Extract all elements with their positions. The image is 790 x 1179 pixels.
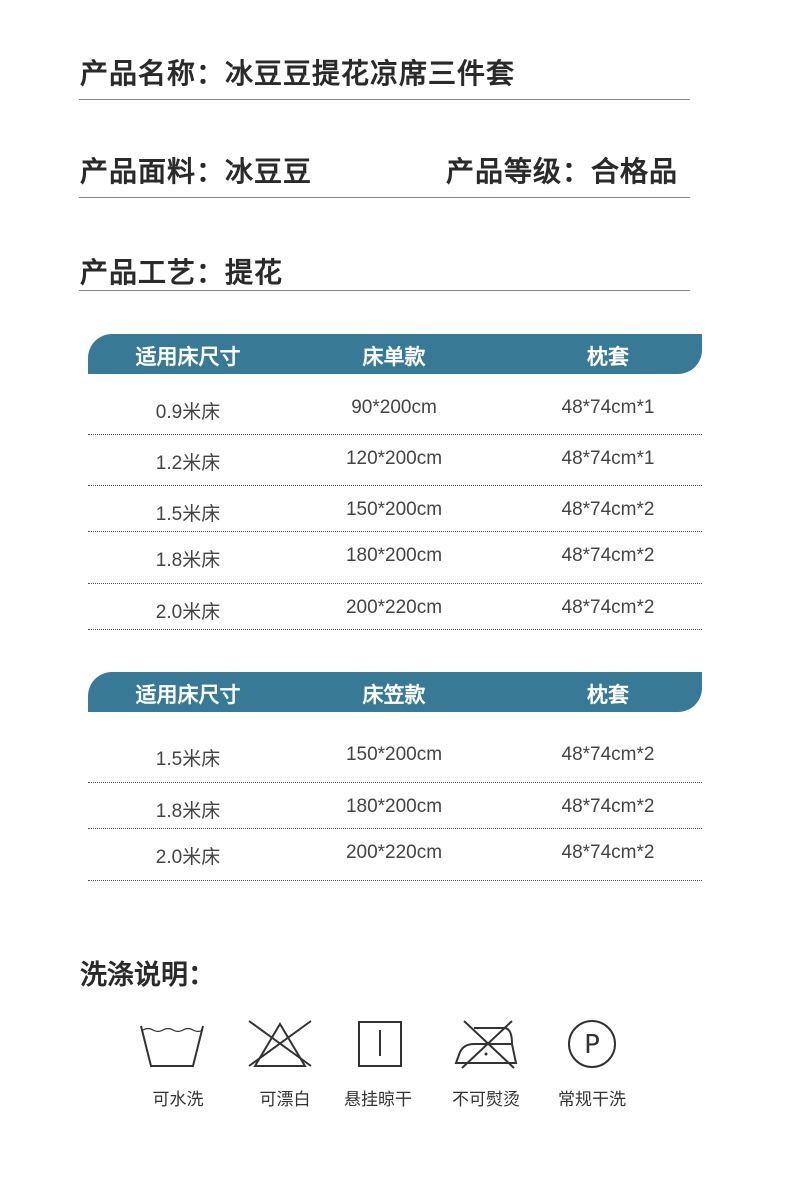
table-cell: 1.8米床	[155, 550, 221, 571]
table-header: 适用床尺寸 床单款 枕套	[88, 334, 702, 374]
row-divider	[88, 828, 702, 829]
table-cell: 1.5米床	[155, 749, 221, 770]
row-divider	[88, 880, 702, 881]
table-cell: 200*220cm	[345, 842, 443, 863]
table-cell: 180*200cm	[345, 796, 443, 817]
column-header: 枕套	[587, 683, 629, 707]
column-header: 适用床尺寸	[135, 345, 241, 369]
table-cell: 48*74cm*2	[561, 545, 655, 566]
dry-clean-label: 常规干洗	[558, 1090, 626, 1110]
row-divider	[88, 434, 702, 435]
table-cell: 2.0米床	[155, 847, 221, 868]
hang-dry-label: 悬挂晾干	[344, 1090, 412, 1110]
table-cell: 48*74cm*1	[561, 397, 655, 418]
table-cell: 48*74cm*2	[561, 842, 655, 863]
table-cell: 150*200cm	[345, 744, 443, 765]
table-header: 适用床尺寸 床笠款 枕套	[88, 672, 702, 712]
no-iron-label: 不可熨烫	[452, 1090, 520, 1110]
row-divider	[88, 583, 702, 584]
table-row: 1.8米床 180*200cm 48*74cm*2	[88, 532, 702, 584]
table-cell: 1.2米床	[155, 453, 221, 474]
divider	[79, 99, 690, 100]
product-grade: 产品等级：合格品	[446, 155, 679, 188]
washing-title: 洗涤说明：	[80, 960, 215, 991]
table-cell: 180*200cm	[345, 545, 443, 566]
table-cell: 48*74cm*2	[561, 796, 655, 817]
table-cell: 48*74cm*2	[561, 499, 655, 520]
product-fabric: 产品面料：冰豆豆	[80, 155, 313, 188]
bleach-label: 可漂白	[259, 1090, 311, 1110]
table-row: 1.2米床 120*200cm 48*74cm*1	[88, 435, 702, 486]
no-bleach-icon	[248, 1020, 312, 1067]
table-cell: 0.9米床	[155, 402, 221, 423]
product-craft: 产品工艺：提花	[80, 256, 284, 289]
product-name: 产品名称：冰豆豆提花凉席三件套	[80, 57, 516, 90]
column-header: 床单款	[362, 345, 426, 369]
column-header: 适用床尺寸	[135, 683, 241, 707]
divider	[79, 197, 690, 198]
table-cell: 200*220cm	[345, 597, 443, 618]
wash-basin-icon	[140, 1025, 204, 1067]
table-row: 1.8米床 180*200cm 48*74cm*2	[88, 783, 702, 829]
row-divider	[88, 485, 702, 486]
column-header: 枕套	[587, 345, 629, 369]
svg-text:P: P	[584, 1030, 600, 1060]
table-cell: 48*74cm*2	[561, 597, 655, 618]
dry-clean-p-icon: P	[568, 1020, 616, 1068]
row-divider	[88, 629, 702, 630]
table-cell: 1.8米床	[155, 801, 221, 822]
wash-label: 可水洗	[152, 1090, 204, 1110]
table-row: 2.0米床 200*220cm 48*74cm*2	[88, 584, 702, 630]
table-row: 0.9米床 90*200cm 48*74cm*1	[88, 384, 702, 435]
hang-dry-icon	[358, 1021, 402, 1067]
table-cell: 48*74cm*2	[561, 744, 655, 765]
table-cell: 2.0米床	[155, 602, 221, 623]
table-cell: 48*74cm*1	[561, 448, 655, 469]
table-cell: 120*200cm	[345, 448, 443, 469]
table-row: 1.5米床 150*200cm 48*74cm*2	[88, 486, 702, 532]
row-divider	[88, 531, 702, 532]
table-cell: 90*200cm	[351, 397, 437, 418]
table-row: 2.0米床 200*220cm 48*74cm*2	[88, 829, 702, 881]
divider	[79, 290, 690, 291]
no-iron-icon	[454, 1020, 518, 1069]
table-cell: 150*200cm	[345, 499, 443, 520]
table-row: 1.5米床 150*200cm 48*74cm*2	[88, 731, 702, 783]
column-header: 床笠款	[362, 683, 426, 707]
row-divider	[88, 782, 702, 783]
table-cell: 1.5米床	[155, 504, 221, 525]
